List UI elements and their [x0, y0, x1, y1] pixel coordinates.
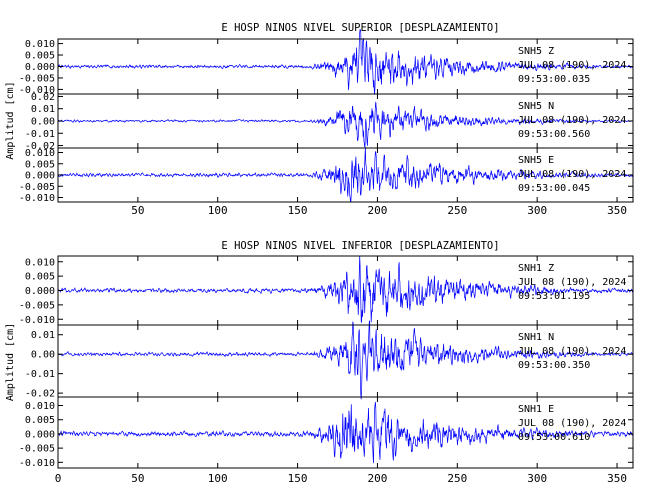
station-label: SNH5 Z: [518, 46, 554, 57]
y-tick-label: -0.010: [19, 193, 55, 204]
waveform-line: [57, 101, 633, 148]
chart-1: E HOSP NINOS NIVEL SUPERIOR [DESPLAZAMIE…: [5, 22, 634, 217]
x-tick-label: 300: [527, 204, 547, 217]
time-label: 09:53:00.035: [518, 74, 590, 85]
y-tick-label: -0.01: [25, 369, 55, 380]
panel-snh1-z: 0.010 0.005 0.000 -0.005 -0.010 SNH1 Z JUL 08 …: [19, 255, 634, 326]
y-tick-label: -0.010: [19, 315, 55, 326]
time-label: 09:53:00.350: [518, 360, 590, 371]
x-tick-label: 350: [607, 472, 627, 485]
chart-title: E HOSP NINOS NIVEL SUPERIOR [DESPLAZAMIE…: [221, 22, 499, 34]
y-tick-label: 0.01: [31, 330, 55, 341]
waveform-line: [57, 255, 633, 324]
y-tick-label: -0.005: [19, 300, 55, 311]
y-tick-label: 0.010: [25, 39, 55, 50]
x-tick-label: 100: [208, 204, 228, 217]
x-tick-label: 150: [288, 472, 308, 485]
y-tick-label: 0.02: [31, 92, 55, 103]
y-tick-label: 0.010: [25, 401, 55, 412]
y-tick-label: 0.00: [31, 350, 55, 361]
x-tick-label: 350: [607, 204, 627, 217]
y-axis-label: Amplitud [cm]: [5, 81, 16, 159]
y-tick-label: 0.005: [25, 159, 55, 170]
x-tick-label: 150: [288, 204, 308, 217]
waveform-line: [57, 401, 634, 464]
x-tick-label: 50: [131, 204, 144, 217]
waveform-line: [57, 28, 634, 95]
station-label: SNH5 E: [518, 155, 554, 166]
panel-snh1-e: 0.010 0.005 0.000 -0.005 -0.010 SNH1 E JUL 08 …: [19, 396, 634, 485]
date-label: JUL 08 (190), 2024: [518, 169, 626, 180]
x-tick-label: 250: [447, 204, 467, 217]
y-tick-label: -0.010: [19, 85, 55, 96]
y-tick-label: -0.02: [25, 141, 55, 152]
station-label: SNH5 N: [518, 101, 554, 112]
y-tick-label: 0.010: [25, 148, 55, 159]
y-tick-label: 0.005: [25, 272, 55, 283]
time-label: 09:53:00.045: [518, 183, 590, 194]
y-axis-label: Amplitud [cm]: [5, 323, 16, 401]
time-label: 09:53:00.610: [518, 432, 590, 443]
station-label: SNH1 N: [518, 332, 554, 343]
y-tick-label: 0.00: [31, 117, 55, 128]
x-tick-label: 200: [368, 472, 388, 485]
y-tick-label: 0.000: [25, 62, 55, 73]
panel-snh1-n: 0.01 0.00 -0.01 -0.02 SNH1 N JUL 08 (190), 20…: [25, 320, 634, 400]
waveform-line: [58, 146, 634, 203]
x-tick-label: 300: [527, 472, 547, 485]
date-label: JUL 08 (190), 2024: [518, 277, 626, 288]
date-label: JUL 08 (190), 2024: [518, 60, 626, 71]
y-tick-label: -0.005: [19, 73, 55, 84]
y-tick-label: -0.02: [25, 389, 55, 400]
y-tick-label: 0.005: [25, 415, 55, 426]
x-tick-label: 200: [368, 204, 388, 217]
x-tick-label: 50: [131, 472, 144, 485]
panel-frame: [57, 396, 634, 469]
y-tick-label: 0.01: [31, 104, 55, 115]
y-tick-label: -0.005: [19, 444, 55, 455]
x-tick-label: 250: [447, 472, 467, 485]
time-label: 09:53:01.195: [518, 291, 590, 302]
time-label: 09:53:00.560: [518, 129, 590, 140]
y-tick-label: -0.010: [19, 458, 55, 469]
y-tick-label: 0.000: [25, 171, 55, 182]
x-tick-label: 0: [55, 472, 62, 485]
waveform-line: [57, 320, 634, 400]
y-tick-label: 0.005: [25, 51, 55, 62]
panel-snh5-n: 0.020.01 0.00-0.01-0.02 SNH5 N JUL 08 (190)…: [25, 92, 634, 152]
y-tick-label: -0.005: [19, 182, 55, 193]
date-label: JUL 08 (190), 2024: [518, 115, 626, 126]
y-tick-label: 0.010: [25, 257, 55, 268]
station-label: SNH1 Z: [518, 263, 554, 274]
date-label: JUL 08 (190), 2024: [518, 418, 626, 429]
y-tick-label: -0.01: [25, 129, 55, 140]
x-tick-label: 100: [208, 472, 228, 485]
chart-title: E HOSP NINOS NIVEL INFERIOR [DESPLAZAMIE…: [221, 240, 499, 252]
chart-2: E HOSP NINOS NIVEL INFERIOR [DESPLAZAMIE…: [5, 240, 634, 485]
y-tick-label: 0.000: [25, 429, 55, 440]
date-label: JUL 08 (190), 2024: [518, 346, 626, 357]
y-tick-label: 0.000: [25, 286, 55, 297]
station-label: SNH1 E: [518, 404, 554, 415]
